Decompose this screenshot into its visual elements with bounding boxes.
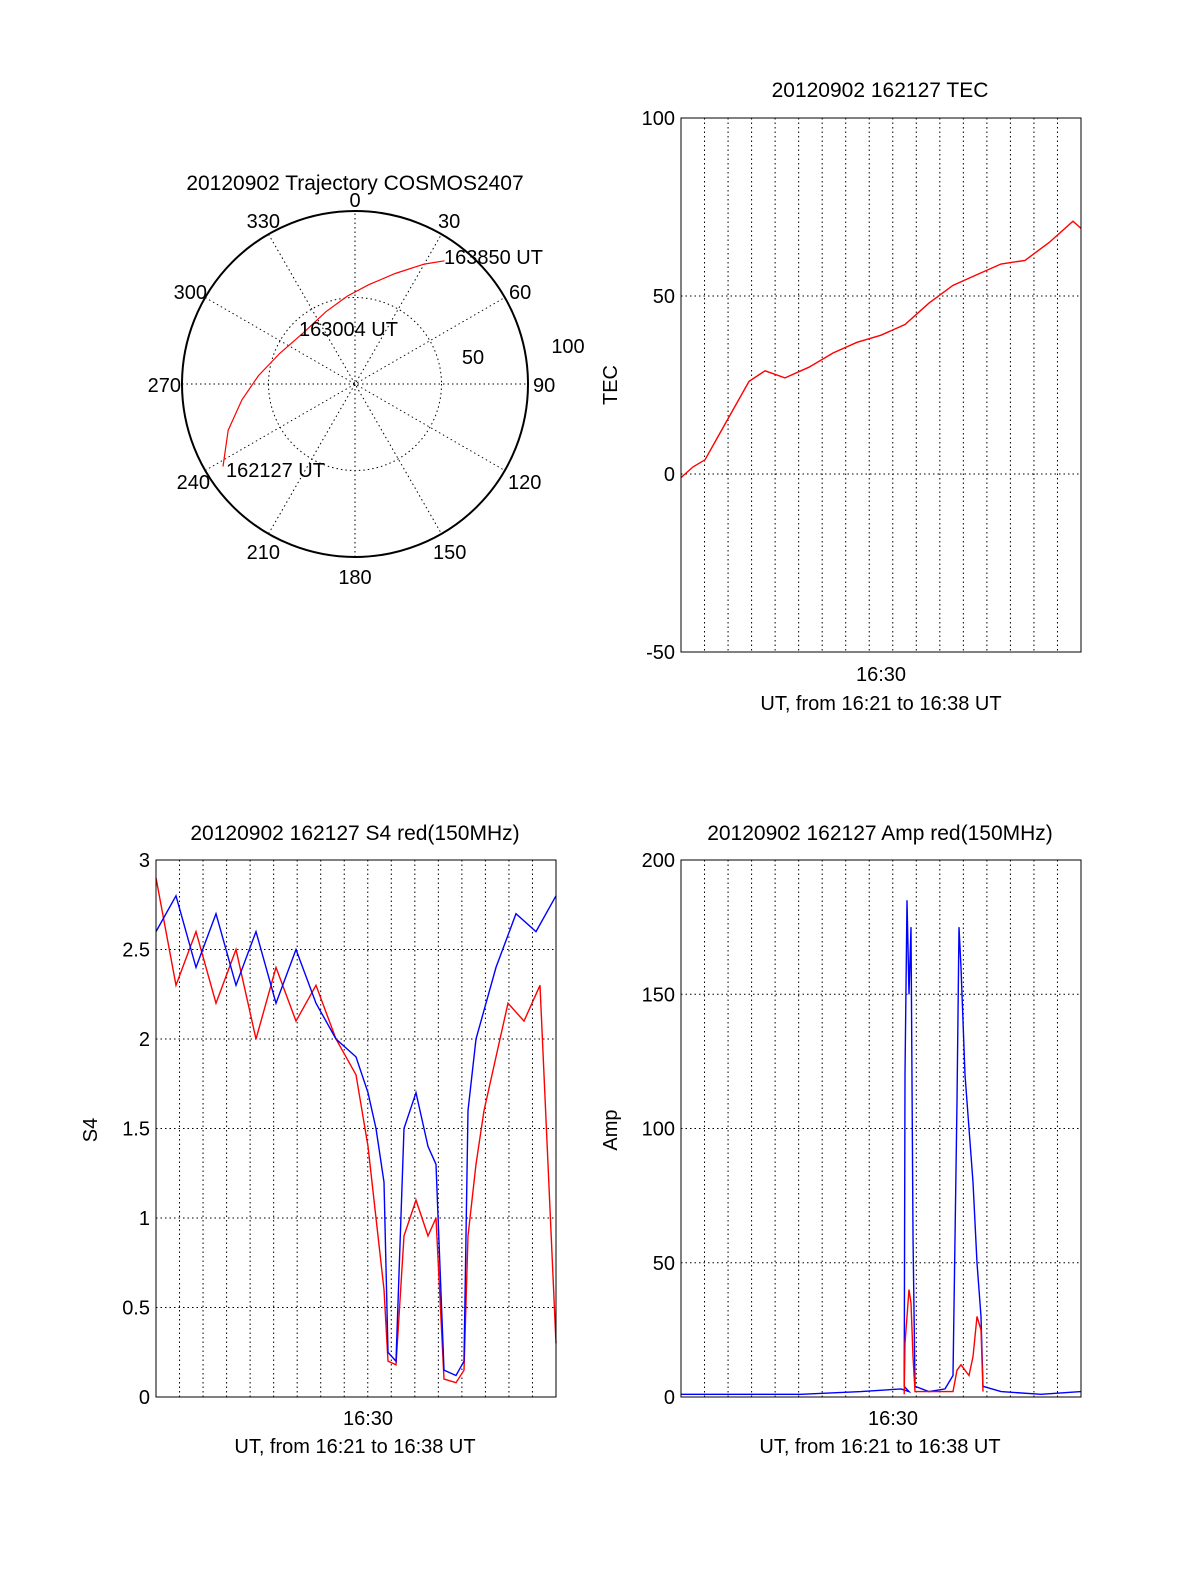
tec-y-ticks: -50 0 50 100 [642, 108, 675, 664]
polar-angle-label: 30 [438, 211, 460, 233]
amp-y-tick-label: 100 [642, 1119, 675, 1141]
polar-angle-label: 300 [174, 282, 207, 304]
s4-vertical-grid [179, 860, 533, 1397]
polar-title: 20120902 Trajectory COSMOS2407 [186, 172, 523, 195]
s4-title: 20120902 162127 S4 red(150MHz) [190, 822, 519, 845]
polar-angle-label: 0 [349, 190, 360, 212]
amp-y-ticks: 0 50 100 150 200 [642, 850, 675, 1409]
tec-title: 20120902 162127 TEC [772, 79, 989, 102]
polar-angle-label: 150 [433, 542, 466, 564]
amp-vertical-grid [704, 860, 1058, 1397]
polar-annotation-start: 162127 UT [226, 460, 325, 482]
tec-x-tick-label: 16:30 [856, 664, 906, 686]
polar-angle-label: 240 [177, 472, 210, 494]
tec-x-axis-label: UT, from 16:21 to 16:38 UT [760, 693, 1001, 715]
tec-plot-frame [680, 117, 1082, 653]
s4-series-red-line [155, 877, 557, 1384]
polar-spokes [182, 211, 528, 557]
amp-y-tick-label: 200 [642, 850, 675, 872]
s4-y-ticks: 0 0.5 1 1.5 2 2.5 3 [122, 850, 150, 1409]
tec-y-tick-label: -50 [646, 642, 675, 664]
s4-y-tick-label: 1 [139, 1208, 150, 1230]
polar-angle-label: 330 [247, 211, 280, 233]
s4-y-tick-label: 0.5 [122, 1298, 150, 1320]
polar-angle-label: 180 [338, 567, 371, 589]
tec-series-group [680, 220, 1082, 479]
polar-trajectory-line [222, 260, 445, 467]
amp-series-group [681, 900, 1082, 1396]
s4-y-axis-label: S4 [80, 1118, 102, 1142]
polar-panel: 20120902 Trajectory COSMOS2407 0 30 60 9… [148, 172, 585, 589]
amp-title: 20120902 162127 Amp red(150MHz) [707, 822, 1053, 845]
amp-plot-frame [680, 859, 1082, 1398]
polar-radial-label: 50 [462, 347, 484, 369]
polar-spoke [204, 297, 506, 471]
s4-y-tick-label: 0 [139, 1387, 150, 1409]
amp-y-axis-label: Amp [600, 1109, 622, 1150]
amp-y-tick-label: 50 [653, 1253, 675, 1275]
s4-horizontal-grid [156, 949, 556, 1308]
s4-plot-frame [155, 859, 557, 1398]
polar-angle-label: 270 [148, 375, 181, 397]
tec-y-axis-label: TEC [600, 365, 622, 405]
polar-spoke [268, 233, 442, 535]
amp-x-tick-label: 16:30 [868, 1408, 918, 1430]
polar-radial-label: 100 [551, 336, 584, 358]
tec-horizontal-grid [681, 295, 1081, 475]
amp-horizontal-grid [681, 993, 1081, 1264]
s4-x-tick-label: 16:30 [343, 1408, 393, 1430]
polar-angle-label: 120 [508, 472, 541, 494]
amp-x-axis-label: UT, from 16:21 to 16:38 UT [759, 1436, 1000, 1458]
polar-spoke [268, 233, 442, 535]
polar-annotation-mid: 163004 UT [299, 319, 398, 341]
polar-angle-label: 90 [533, 375, 555, 397]
amp-series-blue-line [681, 900, 1082, 1396]
tec-y-tick-label: 0 [664, 464, 675, 486]
s4-y-tick-label: 2.5 [122, 940, 150, 962]
amp-series-red-line [903, 1289, 984, 1395]
tec-vertical-grid [704, 118, 1058, 652]
polar-spoke [204, 297, 506, 471]
amp-panel: 20120902 162127 Amp red(150MHz) 0 50 100 15… [600, 822, 1082, 1458]
s4-y-tick-label: 3 [139, 850, 150, 872]
s4-y-tick-label: 2 [139, 1029, 150, 1051]
tec-panel: 20120902 162127 TEC -50 0 50 100 16:30 UT, … [600, 79, 1082, 715]
s4-y-tick-label: 1.5 [122, 1119, 150, 1141]
s4-panel: 20120902 162127 S4 red(150MHz) 0 0.5 1 1.5 2… [80, 822, 557, 1458]
polar-angle-label: 210 [247, 542, 280, 564]
s4-series-group [155, 877, 557, 1384]
amp-y-tick-label: 0 [664, 1387, 675, 1409]
polar-angle-label: 60 [509, 282, 531, 304]
amp-y-tick-label: 150 [642, 984, 675, 1006]
s4-series-blue-line [155, 893, 557, 1377]
polar-annotation-end: 163850 UT [444, 247, 543, 269]
tec-y-tick-label: 50 [653, 286, 675, 308]
s4-x-axis-label: UT, from 16:21 to 16:38 UT [234, 1436, 475, 1458]
tec-series-red-line [680, 220, 1082, 479]
tec-y-tick-label: 100 [642, 108, 675, 130]
